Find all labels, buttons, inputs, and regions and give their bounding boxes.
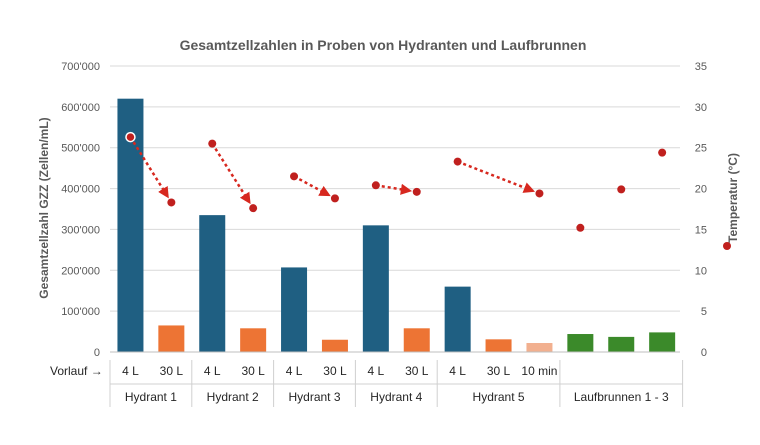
x-tick-label: 30 L [487,364,511,378]
vorlauf-label: Vorlauf → [50,364,103,378]
bar [567,334,594,352]
bar [444,286,471,352]
group-label: Laufbrunnen 1 - 3 [574,390,669,404]
bar [526,343,553,352]
group-label: Hydrant 1 [125,390,177,404]
y2-tick-label: 10 [695,265,707,277]
trend-arrows [132,141,536,205]
x-tick-label: 30 L [241,364,265,378]
group-label: Hydrant 4 [370,390,422,404]
temperature-point [412,187,421,196]
group-label: Hydrant 3 [288,390,340,404]
x-tick-label: 4 L [368,364,385,378]
y2-tick-label: 25 [695,143,707,155]
x-tick-label: 10 min [521,364,557,378]
temperature-point [125,131,136,143]
y-tick-label: 400'000 [61,184,100,196]
x-tick-label: 4 L [122,364,139,378]
bar [158,325,185,352]
bar [649,332,676,352]
y2-tick-label: 15 [695,224,707,236]
y2-tick-label: 30 [695,102,707,114]
trend-arrow [298,178,331,197]
y-tick-label: 600'000 [61,102,100,114]
y-tick-label: 0 [94,347,100,359]
bar [321,339,348,352]
y-tick-label: 300'000 [61,224,100,236]
trend-arrow [132,141,169,199]
y2-axis-label: Temperatur (°C) [726,153,740,243]
bar [608,336,635,352]
temperature-point [453,157,462,166]
trend-arrow [214,148,251,205]
bar [485,339,512,352]
bars [117,98,676,352]
trend-arrow [462,162,536,193]
temperature-point [249,204,258,213]
y-tick-label: 200'000 [61,265,100,277]
y-tick-label: 100'000 [61,306,100,318]
trend-arrow [381,183,413,195]
temperature-point [208,139,217,148]
x-tick-label: 4 L [449,364,466,378]
bar [403,328,430,352]
y-tick-label: 700'000 [61,61,100,73]
temperature-point [290,172,299,181]
temperature-point [617,185,626,194]
temperature-point [658,148,667,157]
bar [199,215,226,352]
temperature-legend-marker [723,242,731,250]
group-label: Hydrant 5 [473,390,525,404]
x-tick-label: 4 L [204,364,221,378]
y2-tick-label: 0 [701,347,707,359]
chart-title: Gesamtzellzahlen in Proben von Hydranten… [180,37,587,53]
y2-tick-label: 5 [701,306,707,318]
bar [362,225,389,352]
x-tick-label: 30 L [160,364,184,378]
bar [240,328,267,352]
y2-tick-label: 20 [695,184,707,196]
temperature-point [330,194,339,203]
x-tick-label: 4 L [286,364,303,378]
temperature-point [167,198,176,207]
x-tick-label: 30 L [323,364,347,378]
temperature-points [125,131,667,232]
y2-tick-label: 35 [695,61,707,73]
temperature-point [371,181,380,190]
y-axis-label: Gesamtzellzahl GZZ (Zellen/mL) [37,117,51,298]
bar [281,267,308,352]
temperature-point [535,189,544,198]
x-tick-label: 30 L [405,364,429,378]
y-tick-label: 500'000 [61,143,100,155]
group-label: Hydrant 2 [207,390,259,404]
axes: 0 100'000 200'000 300'000 400'000 500'000 600'… [61,61,707,407]
temperature-point [576,223,585,232]
